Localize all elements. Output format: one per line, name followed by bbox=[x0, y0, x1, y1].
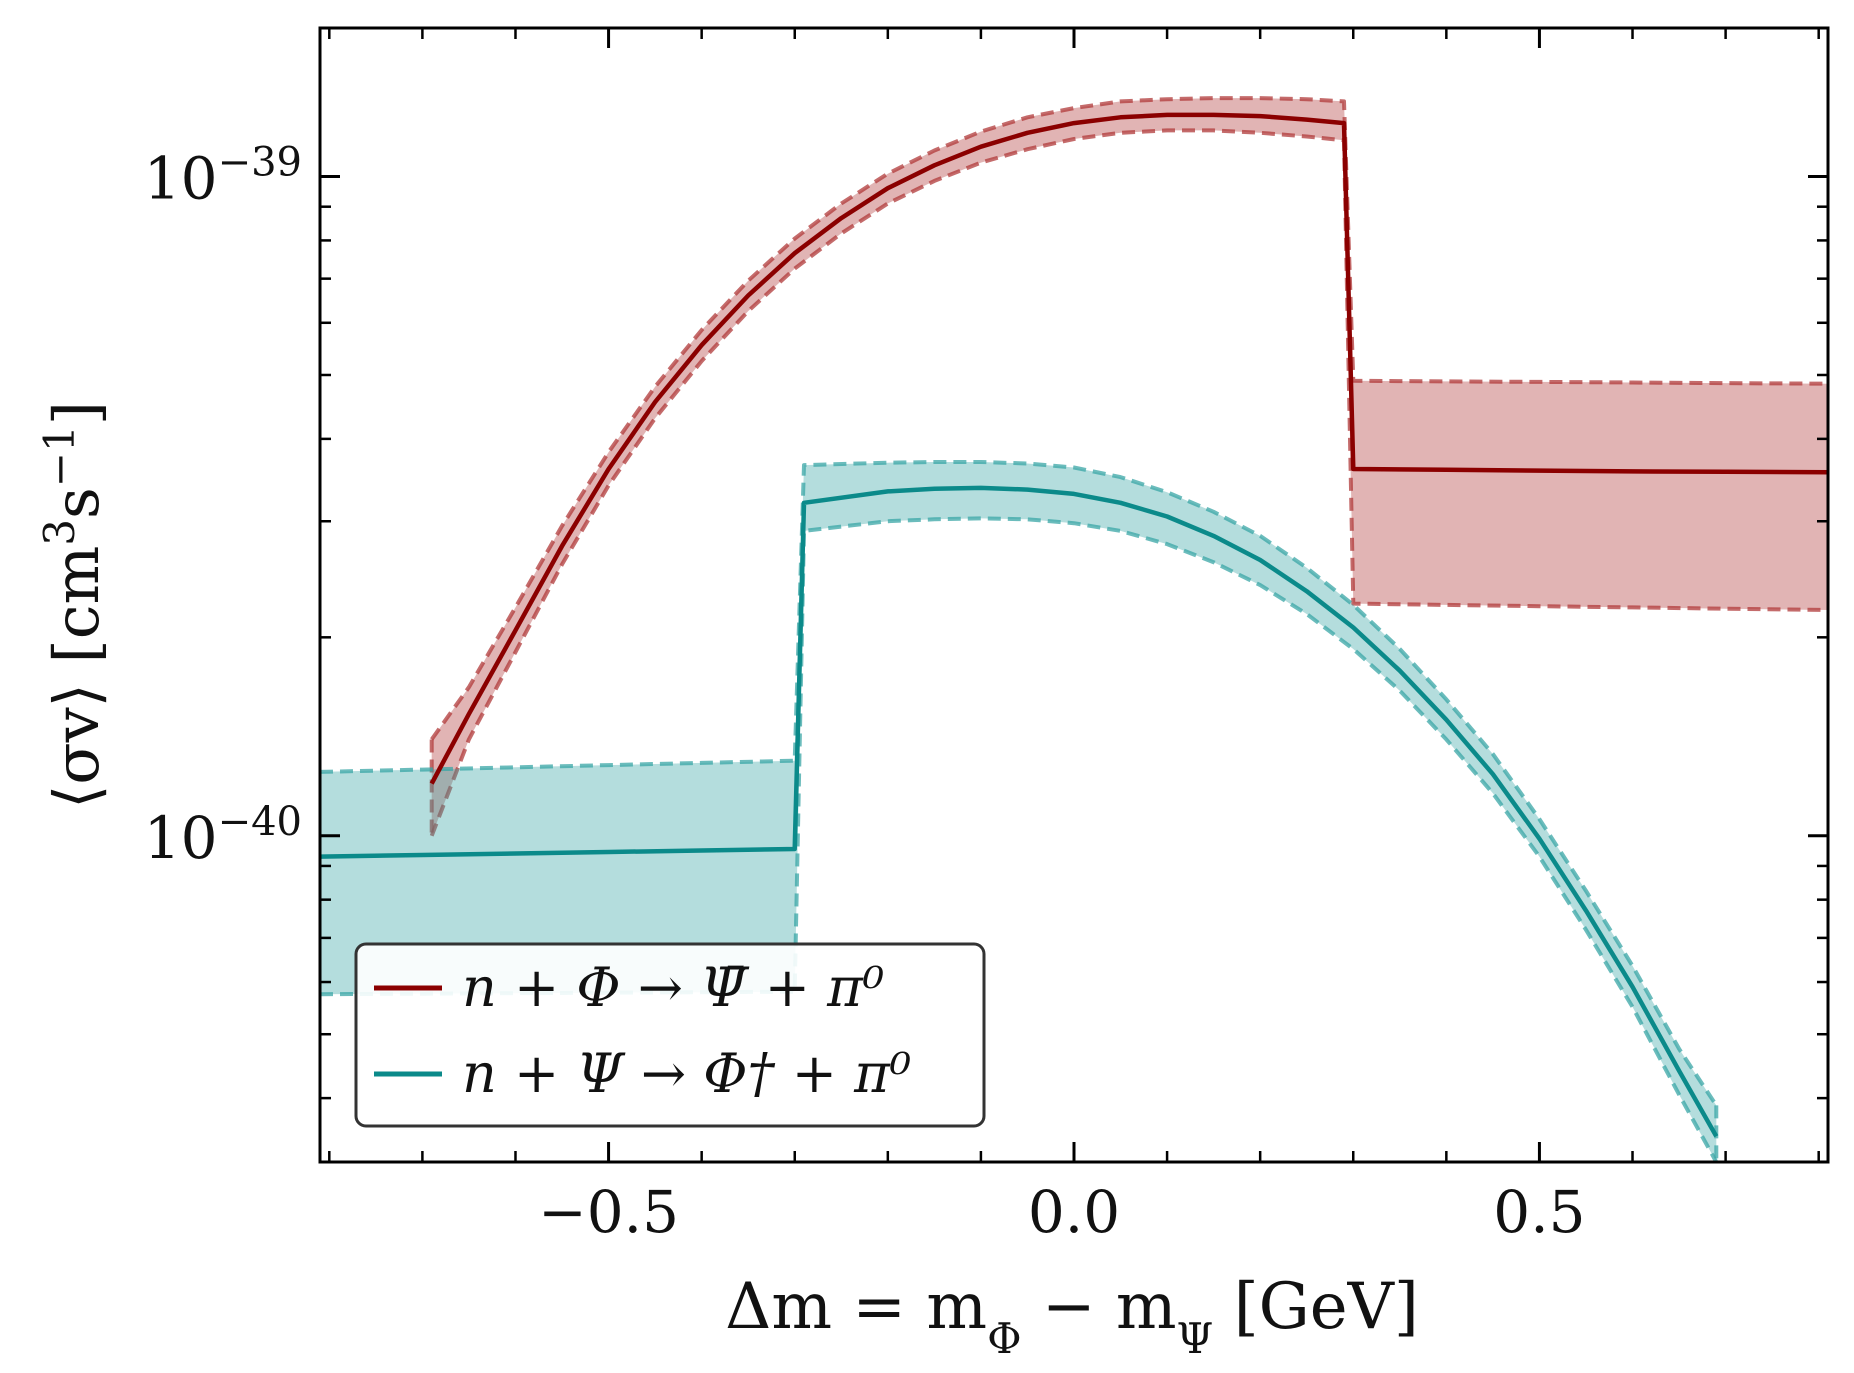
legend: n + Φ → Ψ̄ + π⁰ n + Ψ → Φ† + π⁰ bbox=[354, 942, 986, 1128]
y-axis-title: ⟨σv⟩ [cm3s−1] bbox=[35, 401, 114, 809]
x-tick-label: 0.0 bbox=[1028, 1178, 1120, 1246]
band-edge-red-lower bbox=[429, 128, 1829, 837]
legend-label-red: n + Φ → Ψ̄ + π⁰ bbox=[462, 956, 884, 1019]
band-edge-teal-upper bbox=[319, 460, 1718, 1107]
series-lines bbox=[319, 112, 1829, 1138]
y-tick-label: 10−40 bbox=[144, 799, 302, 872]
x-tick-label: −0.5 bbox=[538, 1178, 679, 1246]
plot-frame bbox=[318, 26, 1830, 1164]
legend-box bbox=[354, 942, 986, 1128]
series-line-red bbox=[429, 112, 1829, 785]
series-line-teal bbox=[319, 485, 1719, 1138]
axis-ticks: −0.5 0.0 0.5 10−40 10−39 bbox=[144, 28, 1828, 1246]
band-edge-red-upper bbox=[430, 96, 1829, 741]
x-tick-label: 0.5 bbox=[1493, 1178, 1585, 1246]
band-red bbox=[431, 98, 1829, 836]
band-edge-teal-lower bbox=[319, 516, 1719, 1163]
y-tick-label: 10−39 bbox=[144, 140, 302, 213]
x-axis-title: Δm = mΦ − mΨ [GeV] bbox=[725, 1270, 1419, 1363]
legend-label-teal: n + Ψ → Φ† + π⁰ bbox=[462, 1042, 911, 1105]
